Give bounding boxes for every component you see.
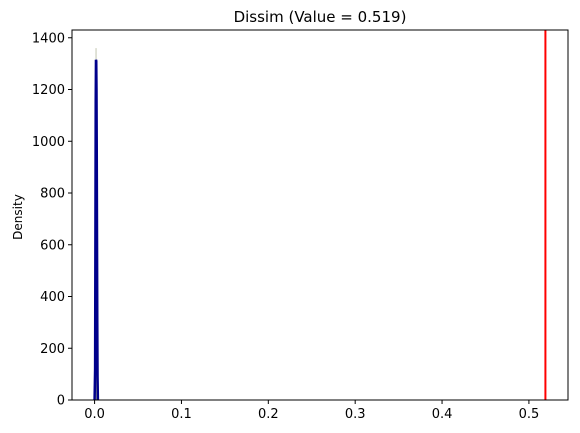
x-tick-label: 0.2 bbox=[258, 407, 279, 422]
y-tick-label: 200 bbox=[40, 342, 65, 357]
y-tick-label: 800 bbox=[40, 187, 65, 202]
y-axis-label: Density bbox=[11, 194, 25, 240]
axes-frame bbox=[71, 29, 569, 401]
y-tick-label: 600 bbox=[40, 238, 65, 253]
plot-area bbox=[93, 30, 547, 401]
y-tick-label: 1200 bbox=[32, 83, 65, 98]
kde-curve bbox=[93, 59, 100, 401]
chart-title: Dissim (Value = 0.519) bbox=[234, 8, 407, 26]
y-tick-label: 400 bbox=[40, 290, 65, 305]
x-tick-label: 0.1 bbox=[171, 407, 192, 422]
y-tick-label: 1400 bbox=[32, 31, 65, 46]
x-tick-label: 0.5 bbox=[519, 407, 540, 422]
x-tick-label: 0.4 bbox=[432, 407, 453, 422]
y-tick-label: 0 bbox=[57, 394, 65, 409]
y-tick-label: 1000 bbox=[32, 135, 65, 150]
x-tick-label: 0.0 bbox=[84, 407, 105, 422]
x-tick-label: 0.3 bbox=[345, 407, 366, 422]
axes: 0.0 0.1 0.2 0.3 0.4 0.5 0 200 400 600 800 1000 1200 1… bbox=[32, 29, 569, 422]
